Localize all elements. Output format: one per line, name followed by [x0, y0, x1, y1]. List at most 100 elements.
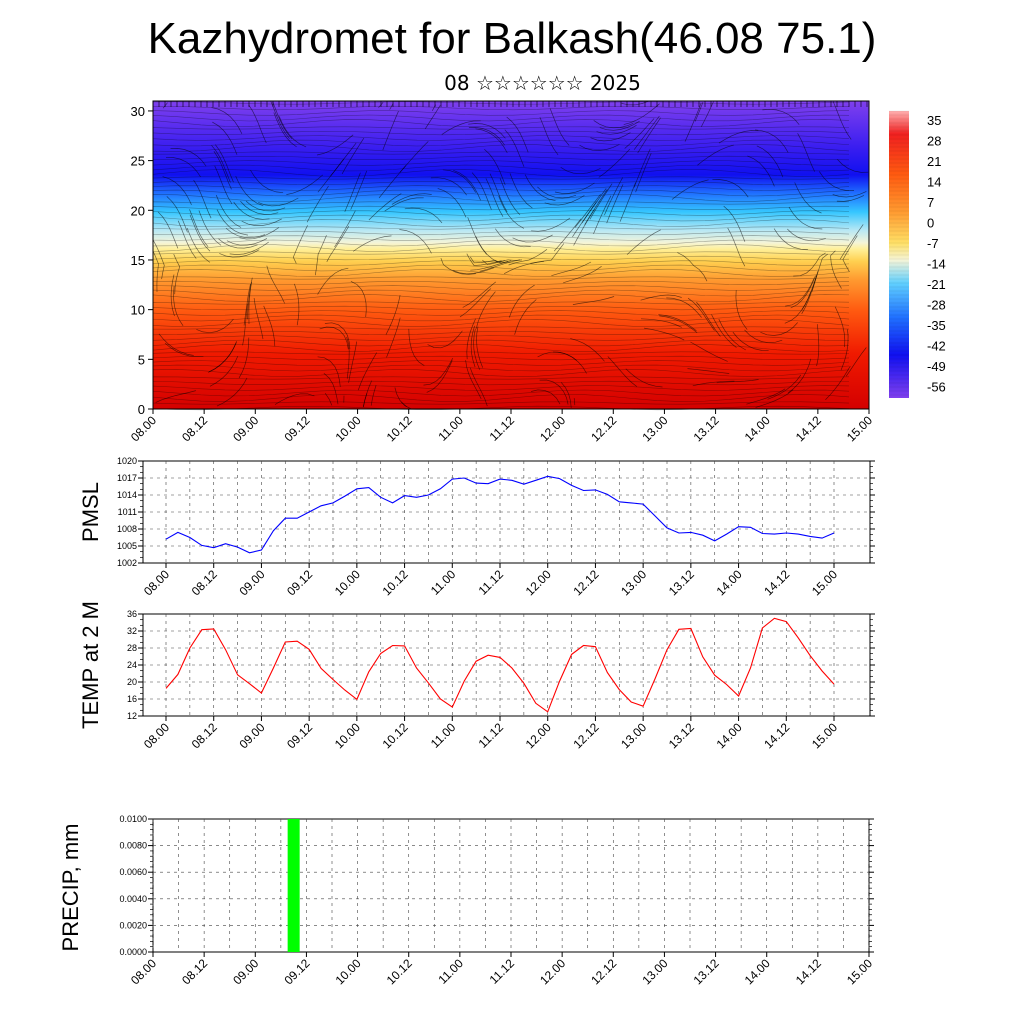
wind-streamline [606, 184, 624, 224]
wind-streamline [640, 294, 682, 301]
wind-streamline [607, 356, 638, 387]
wind-streamline [581, 188, 607, 223]
wind-streamline [470, 325, 476, 368]
pmsl-ytick-label: 1017 [117, 473, 137, 483]
wind-streamline [718, 130, 759, 144]
wind-streamline [326, 225, 350, 262]
precip-ytick-label: 0.0100 [119, 814, 147, 824]
wind-streamline [549, 108, 570, 146]
precip-xtick-label: 12.00 [537, 956, 568, 987]
wind-streamline [243, 283, 251, 326]
wind-streamline [624, 118, 655, 149]
wind-streamline [604, 177, 624, 216]
wind-streamline [621, 100, 650, 106]
wind-streamline [475, 291, 496, 329]
colorbar-label: 14 [927, 174, 941, 189]
wind-streamline [465, 360, 482, 400]
temp2m-ytick-label: 16 [127, 694, 137, 704]
pmsl-ylabel: PMSL [78, 482, 103, 542]
wind-streamline [193, 179, 212, 219]
wind-streamline [196, 318, 234, 334]
wind-streamline [330, 142, 357, 177]
wind-streamline [836, 195, 865, 202]
wind-streamline [427, 330, 463, 349]
wind-streamline [767, 374, 802, 400]
wind-streamline [314, 235, 327, 276]
wind-streamline [453, 267, 495, 275]
cross-section-xtick-label: 11.12 [487, 413, 518, 444]
wind-streamline [198, 210, 222, 246]
pmsl-xtick-label: 14.00 [714, 567, 745, 598]
contour-line [152, 276, 850, 280]
wind-streamline [165, 156, 201, 178]
wind-streamline [341, 137, 365, 175]
wind-streamline [401, 401, 407, 407]
wind-streamline [273, 112, 297, 148]
temp2m-series-line [165, 617, 835, 713]
wind-streamline [469, 367, 488, 407]
contour-line [152, 389, 850, 397]
cross-section-xtick-label: 10.12 [384, 413, 415, 444]
height-tick-label: 30 [131, 104, 145, 119]
wind-streamline [158, 333, 194, 356]
colorbar: 35 28 21 14 7 0 -7 -14 -21 -28 -35 -42 -49 -56 [889, 110, 946, 398]
wind-streamline [213, 151, 232, 190]
pmsl-xtick-label: 10.00 [332, 567, 363, 598]
wind-streamline [426, 360, 453, 393]
precip-ytick-label: 0.0000 [119, 947, 147, 957]
wind-streamline [623, 103, 660, 125]
wind-streamline [466, 318, 476, 360]
contour-line [152, 235, 850, 241]
pmsl-xtick-label: 09.00 [236, 567, 267, 598]
wind-streamline [537, 186, 577, 199]
wind-streamline [834, 306, 846, 348]
wind-streamline [755, 389, 794, 408]
wind-streamline [716, 379, 759, 384]
wind-streamline [697, 144, 734, 166]
wind-streamline [233, 201, 270, 220]
wind-streamline [225, 227, 266, 239]
pmsl-ytick-label: 1014 [117, 490, 137, 500]
cross-section-xtick-label: 15.00 [844, 413, 875, 444]
wind-streamline [218, 238, 258, 249]
colorbar-label: -14 [927, 256, 946, 271]
wind-streamline [512, 234, 553, 243]
wind-streamline [344, 172, 361, 212]
temp2m-ytick-label: 24 [127, 660, 137, 670]
wind-streamline [211, 107, 243, 134]
precip-xtick-label: 13.12 [691, 956, 722, 987]
wind-streamline [240, 201, 279, 215]
wind-streamline [334, 210, 356, 248]
wind-streamline [316, 134, 354, 156]
wind-streamline [553, 218, 582, 252]
pmsl-xtick-label: 08.00 [141, 567, 172, 598]
temp2m-xtick-label: 08.00 [141, 720, 172, 751]
wind-streamline [242, 303, 248, 346]
wind-streamline [214, 165, 233, 205]
wind-streamline [746, 388, 786, 405]
contour-line [152, 164, 850, 172]
wind-streamline [211, 145, 231, 183]
precip-xtick-label: 11.00 [435, 956, 466, 987]
contour-line [152, 155, 850, 161]
temp2m-xtick-label: 10.00 [332, 720, 363, 751]
pmsl-xtick-label: 15.00 [809, 567, 840, 598]
contour-line [152, 369, 850, 377]
cross-section-xtick-label: 14.00 [742, 413, 773, 444]
temp2m-ytick-label: 28 [127, 643, 137, 653]
pmsl-xtick-label: 12.12 [570, 567, 601, 598]
temp2m-xtick-label: 12.12 [570, 720, 601, 751]
contour-line [152, 205, 850, 211]
wind-streamline [248, 104, 267, 144]
wind-streamline [633, 148, 651, 188]
wind-streamline [173, 253, 181, 295]
contour-line [152, 169, 850, 177]
wind-streamline [531, 389, 561, 405]
pmsl-ytick-label: 1011 [118, 507, 137, 517]
precip-ytick-label: 0.0040 [119, 894, 147, 904]
wind-streamline [352, 235, 392, 252]
wind-streamline [696, 301, 721, 337]
wind-streamline [177, 220, 197, 259]
precip-xtick-label: 13.00 [639, 956, 670, 987]
